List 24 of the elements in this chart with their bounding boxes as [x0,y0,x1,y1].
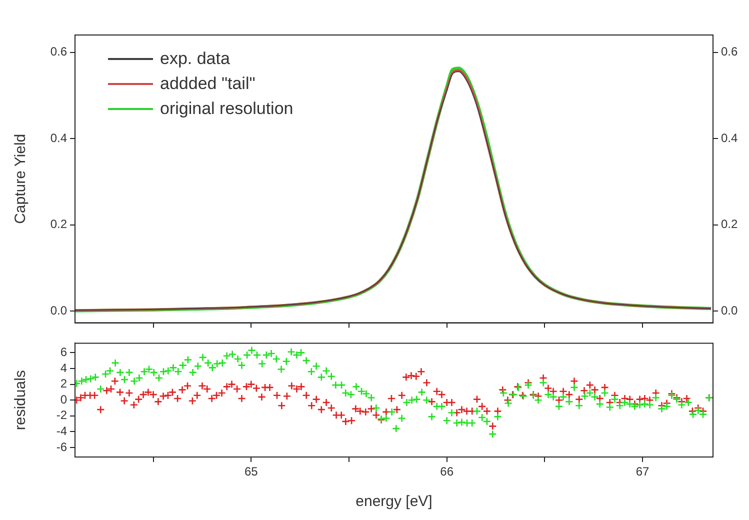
y-tick-label: 0.0 [50,303,68,318]
y-tick-label: 0.2 [50,217,68,232]
y2-tick-label: 0.0 [721,303,738,318]
y-tick-label: -4 [56,424,68,438]
y-tick-label: 0.4 [50,130,68,145]
y-axis-title: Capture Yield [12,134,30,224]
x-tick-label: 67 [636,464,650,479]
y2-tick-label: 0.2 [721,217,738,232]
y-tick-label: -6 [56,440,68,454]
y-tick-label: 6 [60,344,68,359]
x-tick-label: 66 [440,464,454,479]
y-tick-label: 0 [60,392,68,406]
legend-label: original resolution [160,98,294,120]
y2-tick-label: 0.6 [721,44,738,59]
y2-tick-label: 0.4 [721,130,738,145]
legend-label: exp. data [160,48,230,70]
y-tick-label: -2 [56,408,68,422]
y-axis-title: residuals [12,370,30,430]
y-tick-label: 0.6 [50,44,68,59]
y-tick-label: 2 [60,376,68,391]
y-tick-label: 4 [60,360,68,375]
x-tick-label: 65 [244,464,258,479]
legend-label: addded "tail" [160,73,256,95]
x-axis-title: energy [eV] [356,493,432,510]
